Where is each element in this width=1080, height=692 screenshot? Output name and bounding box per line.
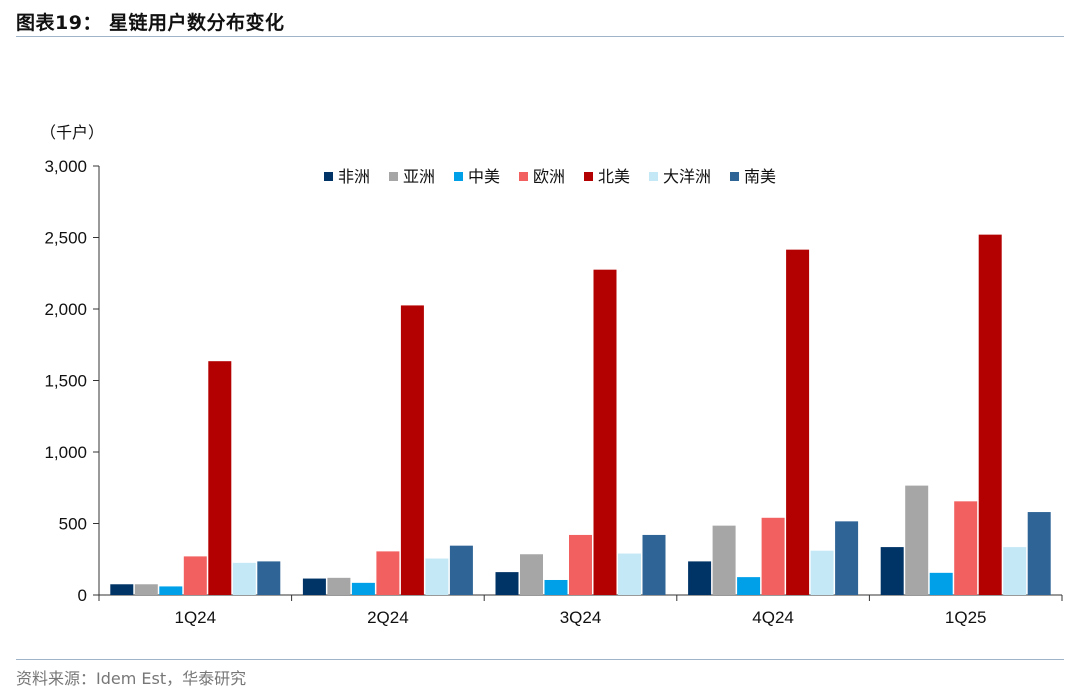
bar <box>376 551 400 595</box>
legend-label: 非洲 <box>338 167 370 186</box>
bar <box>159 586 183 595</box>
bar <box>786 249 810 595</box>
y-tick-label: 1,000 <box>44 443 87 462</box>
legend-swatch <box>454 172 463 181</box>
title-divider <box>16 36 1064 37</box>
legend-label: 中美 <box>468 167 500 186</box>
bar <box>593 269 617 595</box>
legend-label: 北美 <box>598 167 630 186</box>
legend-swatch <box>730 172 739 181</box>
bar-chart: （千户） 0 500 1,000 1,500 2,000 2,500 3,000 1Q24 2… <box>40 123 1063 627</box>
bar <box>544 579 568 595</box>
legend: 非洲 亚洲 中美 欧洲 北美 大洋洲 南美 <box>324 167 776 186</box>
x-tick-label: 4Q24 <box>752 608 794 627</box>
y-tick-label: 500 <box>59 515 87 534</box>
legend-swatch <box>324 172 333 181</box>
bar <box>954 501 978 595</box>
bar <box>618 553 641 595</box>
legend-swatch <box>584 172 593 181</box>
y-axis-unit-label: （千户） <box>40 123 104 142</box>
x-tick-label: 2Q24 <box>367 608 409 627</box>
bar <box>1003 547 1027 595</box>
bar <box>495 572 519 595</box>
y-tick-label: 3,000 <box>44 157 87 176</box>
bar <box>208 361 232 595</box>
y-tick-label: 1,500 <box>44 372 87 391</box>
bar <box>569 534 592 595</box>
y-tick-label: 2,000 <box>44 300 87 319</box>
bar <box>1027 512 1051 595</box>
bar <box>520 554 543 595</box>
bar <box>232 562 256 595</box>
bar <box>835 521 859 595</box>
bar <box>929 572 953 595</box>
bar <box>302 578 326 595</box>
source-note: 资料来源：Idem Est，华泰研究 <box>16 669 247 688</box>
x-tick-label: 1Q25 <box>945 608 987 627</box>
page-title: 图表19： 星链用户数分布变化 <box>16 12 285 34</box>
x-tick-label: 3Q24 <box>560 608 602 627</box>
bars <box>110 234 1051 595</box>
bar <box>449 545 473 595</box>
bar <box>905 485 929 595</box>
bar <box>110 584 134 595</box>
y-tick-label: 2,500 <box>44 229 87 248</box>
y-axis: 0 500 1,000 1,500 2,000 2,500 3,000 <box>44 157 100 605</box>
bar <box>642 534 666 595</box>
bar <box>880 547 904 595</box>
bar <box>257 561 281 595</box>
legend-swatch <box>389 172 398 181</box>
bar <box>351 582 375 595</box>
legend-swatch <box>519 172 528 181</box>
bar <box>688 561 712 595</box>
legend-swatch <box>649 172 658 181</box>
bar <box>737 577 761 595</box>
bar <box>327 577 351 595</box>
bar <box>400 305 424 595</box>
bar <box>425 558 449 595</box>
bar <box>810 550 834 595</box>
legend-label: 大洋洲 <box>663 167 711 186</box>
legend-label: 欧洲 <box>533 167 565 186</box>
legend-label: 亚洲 <box>403 167 435 186</box>
bar <box>712 525 736 595</box>
legend-label: 南美 <box>744 167 776 186</box>
y-tick-label: 0 <box>78 586 87 605</box>
x-axis: 1Q24 2Q24 3Q24 4Q24 1Q25 <box>98 594 1063 627</box>
bar <box>978 234 1002 595</box>
x-tick-label: 1Q24 <box>175 608 217 627</box>
bar <box>134 584 158 595</box>
bar <box>183 556 207 595</box>
bar <box>761 517 785 595</box>
footer-divider <box>16 659 1064 660</box>
